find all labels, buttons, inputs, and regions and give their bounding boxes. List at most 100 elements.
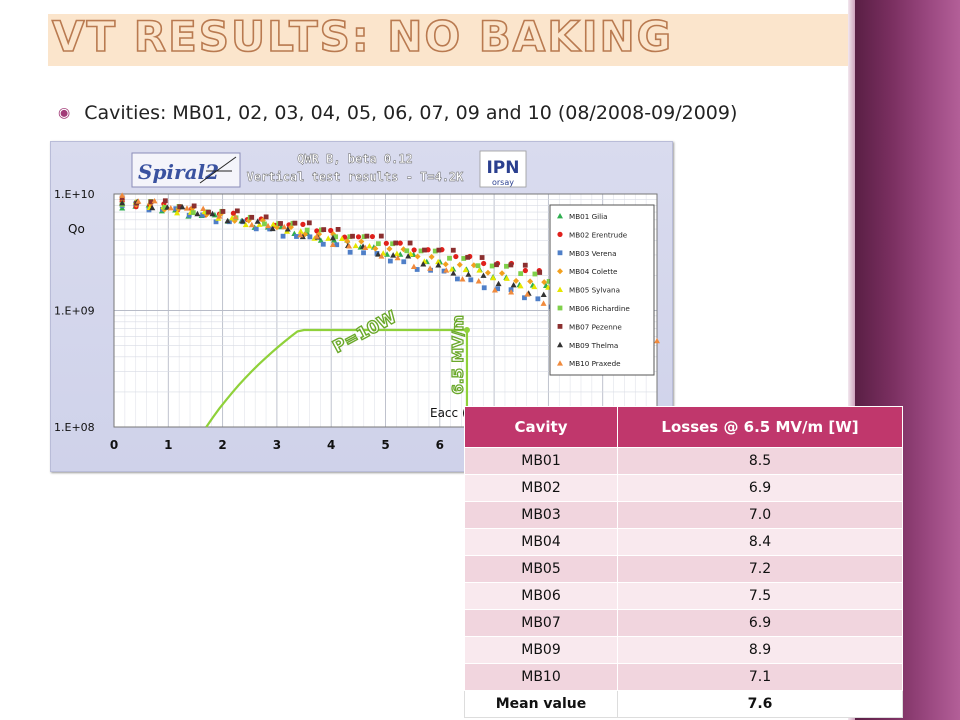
data-point — [162, 198, 168, 204]
table-mean-row: Mean value 7.6 — [464, 690, 903, 718]
data-point — [535, 296, 541, 302]
data-point — [179, 204, 186, 210]
data-point — [352, 242, 359, 249]
chart-title-line2: Vertical test results - T=4.2K — [247, 170, 465, 184]
data-point — [297, 228, 304, 234]
data-point — [329, 234, 336, 241]
data-point — [459, 276, 466, 282]
data-point — [317, 237, 324, 243]
data-point — [410, 263, 417, 269]
data-point — [281, 223, 288, 230]
data-point — [253, 226, 259, 232]
data-point — [119, 200, 126, 206]
data-point — [190, 210, 196, 216]
data-point — [453, 253, 459, 260]
data-point — [206, 209, 211, 215]
table-row: MB03 7.0 — [464, 501, 903, 529]
data-point — [358, 238, 365, 245]
y-tick-label: 1.E+10 — [54, 188, 95, 201]
cavity-cell: MB03 — [464, 501, 618, 529]
x-tick-label: 3 — [273, 438, 281, 452]
data-point — [378, 233, 384, 239]
table-row: MB07 6.9 — [464, 609, 903, 637]
legend-item-label: MB07 Pezenne — [569, 322, 622, 331]
data-point — [537, 270, 543, 275]
losses-cell: 8.4 — [617, 528, 903, 556]
table-header-row: Cavity Losses @ 6.5 MV/m [W] — [464, 406, 903, 448]
data-point — [432, 248, 438, 254]
cavity-cell: MB09 — [464, 636, 618, 664]
data-point — [476, 267, 483, 273]
table-row: MB09 8.9 — [464, 636, 903, 664]
legend-item-label: MB03 Verena — [569, 249, 617, 258]
data-point — [330, 231, 337, 238]
data-point — [522, 262, 528, 268]
data-point — [387, 258, 393, 264]
data-point — [329, 241, 336, 248]
data-point — [262, 221, 267, 227]
losses-cell: 7.0 — [617, 501, 903, 529]
data-point — [465, 254, 471, 260]
data-point — [186, 212, 192, 218]
data-point — [366, 242, 373, 249]
data-point — [422, 247, 427, 253]
data-point — [491, 287, 498, 293]
data-point — [267, 226, 273, 232]
data-point — [270, 221, 277, 227]
x-tick-label: 2 — [218, 438, 226, 452]
data-point — [393, 240, 399, 246]
x-axis-label: Eacc ( — [430, 406, 467, 420]
data-point — [404, 248, 410, 254]
data-point — [249, 214, 255, 220]
data-point — [209, 210, 216, 217]
data-point — [313, 233, 320, 239]
table-row: MB01 8.5 — [464, 447, 903, 475]
data-point — [355, 234, 362, 240]
data-point — [239, 218, 246, 224]
data-point — [344, 238, 351, 245]
data-point — [334, 242, 340, 248]
data-point — [517, 283, 524, 289]
plot-border — [113, 193, 658, 428]
data-point — [484, 269, 491, 276]
legend-item-label: MB10 Praxede — [569, 359, 621, 368]
legend-box — [549, 204, 655, 376]
data-point — [420, 261, 427, 267]
field-annotation: 6.5 MV/m — [449, 315, 467, 394]
data-point — [455, 276, 460, 282]
data-point — [470, 262, 477, 269]
table-row: MB04 8.4 — [464, 528, 903, 556]
data-point — [475, 263, 481, 269]
data-point — [362, 244, 369, 251]
data-point — [200, 212, 206, 218]
data-point — [119, 192, 126, 198]
data-point — [269, 225, 276, 232]
data-point — [361, 234, 367, 240]
data-point — [557, 213, 563, 219]
data-point — [300, 221, 306, 227]
losses-cell: 7.1 — [617, 663, 903, 691]
data-point — [518, 271, 524, 277]
mean-label-cell: Mean value — [464, 690, 618, 718]
data-point — [372, 245, 379, 252]
data-point — [479, 255, 485, 260]
data-point — [407, 240, 413, 246]
cavity-cell: MB05 — [464, 555, 618, 583]
data-point — [481, 285, 487, 291]
data-point — [495, 286, 501, 292]
losses-cell: 6.9 — [617, 609, 903, 637]
bullet-item: ◉ Cavities: MB01, 02, 03, 04, 05, 06, 07,… — [58, 102, 737, 124]
data-point — [450, 270, 457, 276]
x-tick-label: 5 — [381, 438, 389, 452]
data-point — [278, 221, 283, 226]
header-cavity: Cavity — [464, 406, 618, 448]
chart-title-line1: QWR B, beta 0.12 — [297, 152, 413, 166]
data-point — [234, 208, 240, 214]
data-point — [200, 205, 207, 212]
legend-item-label: MB06 Richardine — [569, 304, 630, 313]
data-point — [390, 252, 397, 258]
losses-cell: 8.9 — [617, 636, 903, 664]
data-point — [361, 250, 366, 256]
data-point — [149, 204, 156, 211]
data-point — [350, 233, 355, 239]
